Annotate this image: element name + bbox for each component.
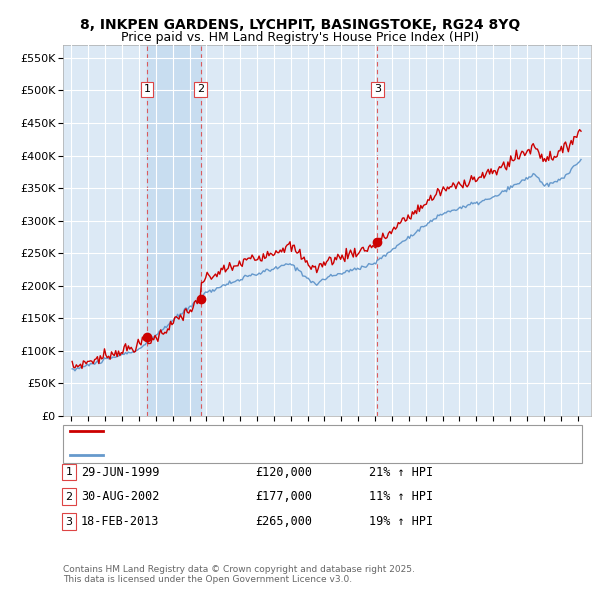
Text: 8, INKPEN GARDENS, LYCHPIT, BASINGSTOKE, RG24 8YQ (semi-detached house): 8, INKPEN GARDENS, LYCHPIT, BASINGSTOKE,… bbox=[108, 426, 525, 436]
Text: 3: 3 bbox=[65, 517, 73, 526]
Text: 8, INKPEN GARDENS, LYCHPIT, BASINGSTOKE, RG24 8YQ: 8, INKPEN GARDENS, LYCHPIT, BASINGSTOKE,… bbox=[80, 18, 520, 32]
Text: Contains HM Land Registry data © Crown copyright and database right 2025.
This d: Contains HM Land Registry data © Crown c… bbox=[63, 565, 415, 584]
Bar bbox=[147, 45, 200, 416]
Text: 2: 2 bbox=[65, 492, 73, 502]
Text: 1: 1 bbox=[143, 84, 151, 94]
Text: 19% ↑ HPI: 19% ↑ HPI bbox=[369, 515, 433, 528]
Text: Price paid vs. HM Land Registry's House Price Index (HPI): Price paid vs. HM Land Registry's House … bbox=[121, 31, 479, 44]
Text: £120,000: £120,000 bbox=[255, 466, 312, 478]
Text: 18-FEB-2013: 18-FEB-2013 bbox=[81, 515, 160, 528]
Text: 30-AUG-2002: 30-AUG-2002 bbox=[81, 490, 160, 503]
Text: £177,000: £177,000 bbox=[255, 490, 312, 503]
Text: 11% ↑ HPI: 11% ↑ HPI bbox=[369, 490, 433, 503]
Text: 29-JUN-1999: 29-JUN-1999 bbox=[81, 466, 160, 478]
Text: £265,000: £265,000 bbox=[255, 515, 312, 528]
Text: 2: 2 bbox=[197, 84, 204, 94]
Text: HPI: Average price, semi-detached house, Basingstoke and Deane: HPI: Average price, semi-detached house,… bbox=[108, 450, 453, 460]
Text: 1: 1 bbox=[65, 467, 73, 477]
Text: 21% ↑ HPI: 21% ↑ HPI bbox=[369, 466, 433, 478]
Text: 3: 3 bbox=[374, 84, 381, 94]
